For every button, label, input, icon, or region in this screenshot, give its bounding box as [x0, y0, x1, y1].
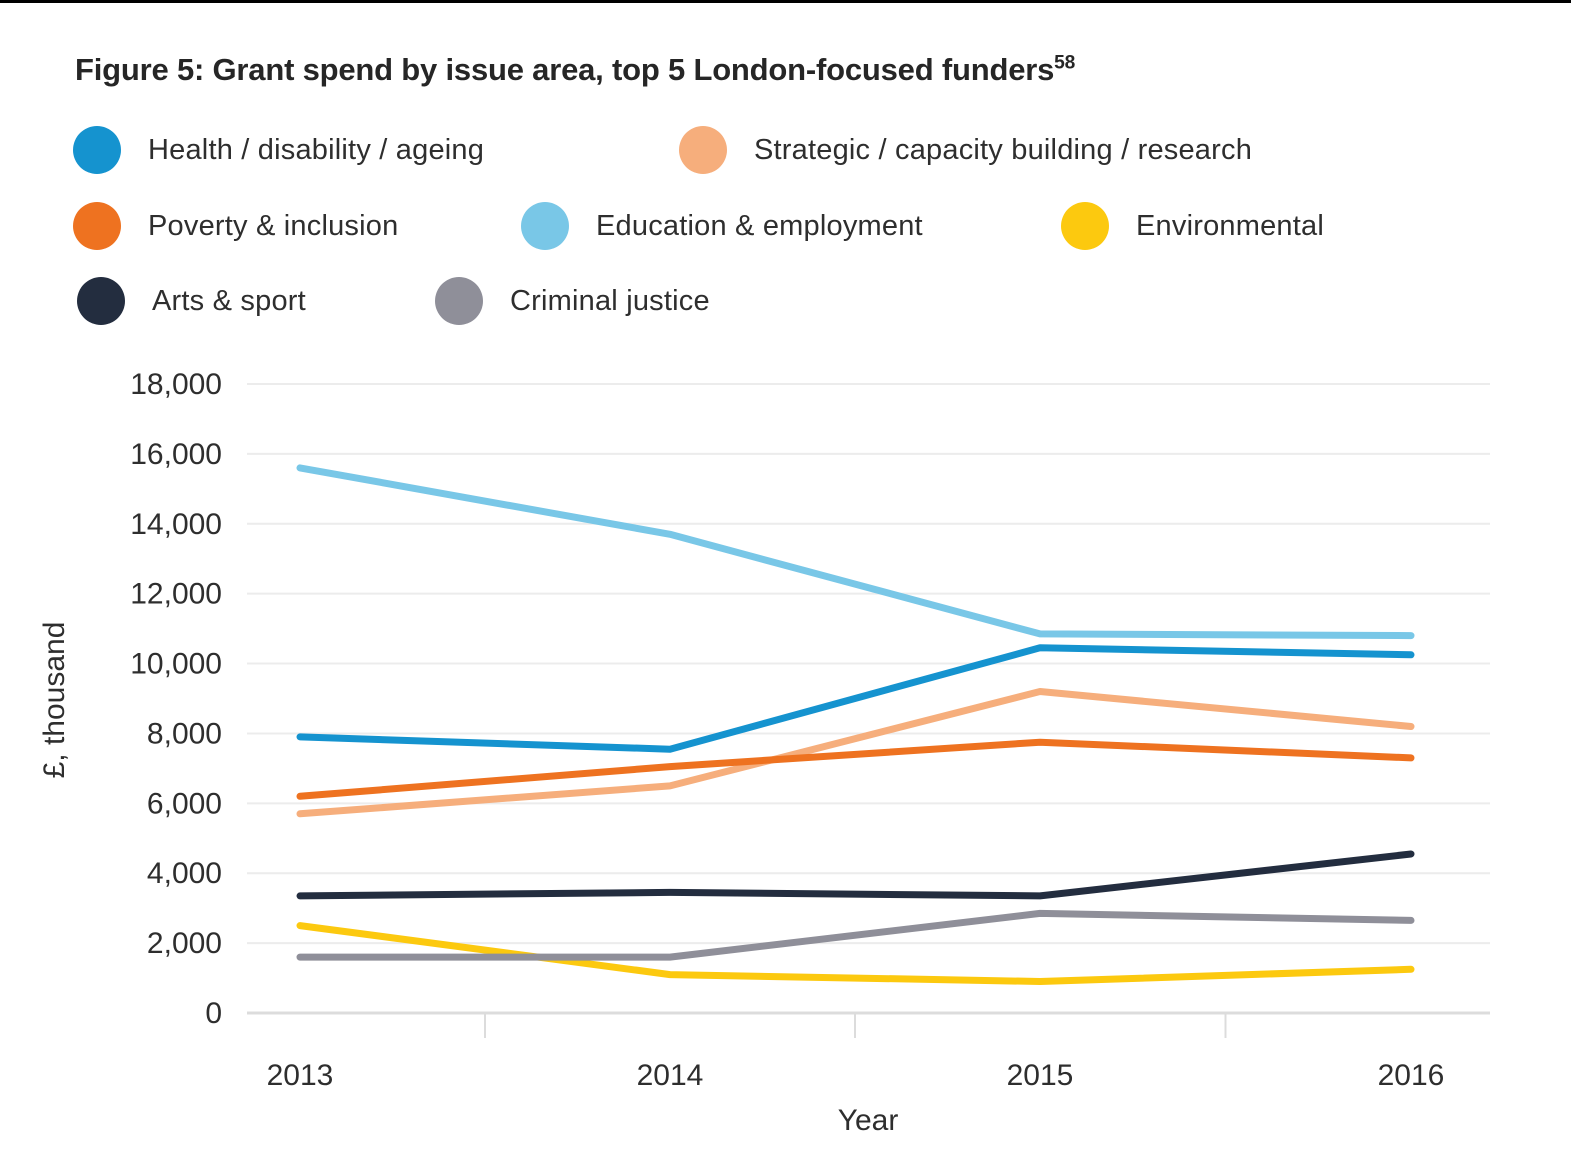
y-tick-label-18000: 18,000	[130, 368, 222, 401]
legend-dot-education-employment	[521, 202, 569, 250]
x-axis-title: Year	[838, 1104, 899, 1137]
x-tick-label-2014: 2014	[637, 1059, 704, 1092]
legend-label-education-employment: Education & employment	[596, 209, 923, 242]
legend-label-environmental: Environmental	[1136, 209, 1324, 242]
y-tick-label-8000: 8,000	[147, 717, 222, 750]
line-health-disability-ageing	[296, 644, 1415, 753]
y-tick-label-6000: 6,000	[147, 787, 222, 820]
y-tick-label-16000: 16,000	[130, 438, 222, 471]
line-education-employment	[296, 464, 1415, 640]
legend-item-education-employment: Education & employment	[521, 202, 923, 250]
legend-label-health-disability-ageing: Health / disability / ageing	[148, 133, 485, 166]
figure-title: Figure 5: Grant spend by issue area, top…	[75, 52, 1075, 88]
figure-title-footnote-ref: 58	[1054, 52, 1076, 74]
legend-dot-arts-sport	[77, 277, 125, 325]
y-tick-label-14000: 14,000	[130, 508, 222, 541]
y-tick-label-10000: 10,000	[130, 648, 222, 681]
line-arts-sport	[296, 850, 1415, 900]
x-tick-label-2013: 2013	[267, 1059, 334, 1092]
legend-item-poverty-inclusion: Poverty & inclusion	[73, 202, 398, 250]
y-tick-label-0: 0	[205, 997, 222, 1030]
x-tick-label-2016: 2016	[1378, 1059, 1445, 1092]
legend-dot-criminal-justice	[435, 277, 483, 325]
legend-dot-environmental	[1061, 202, 1109, 250]
y-tick-label-12000: 12,000	[130, 578, 222, 611]
line-poverty-inclusion	[296, 738, 1415, 800]
page-top-border	[0, 0, 1571, 3]
legend-item-strategic-capacity-building-research: Strategic / capacity building / research	[679, 126, 1252, 174]
legend-label-poverty-inclusion: Poverty & inclusion	[148, 209, 399, 242]
legend-label-strategic-capacity-building-research: Strategic / capacity building / research	[754, 133, 1253, 166]
legend-label-criminal-justice: Criminal justice	[510, 284, 710, 317]
line-strategic-capacity-building-research	[296, 688, 1415, 818]
legend-dot-poverty-inclusion	[73, 202, 121, 250]
y-tick-label-2000: 2,000	[147, 927, 222, 960]
legend-item-arts-sport: Arts & sport	[77, 277, 306, 325]
figure-title-text: Figure 5: Grant spend by issue area, top…	[75, 52, 1055, 87]
legend-item-health-disability-ageing: Health / disability / ageing	[73, 126, 484, 174]
line-environmental	[296, 922, 1415, 985]
y-tick-label-4000: 4,000	[147, 857, 222, 890]
x-tick-label-2015: 2015	[1007, 1059, 1074, 1092]
legend-item-environmental: Environmental	[1061, 202, 1324, 250]
legend-item-criminal-justice: Criminal justice	[435, 277, 710, 325]
legend-dot-strategic-capacity-building-research	[679, 126, 727, 174]
legend-dot-health-disability-ageing	[73, 126, 121, 174]
legend-label-arts-sport: Arts & sport	[152, 284, 306, 317]
y-axis-title: £, thousand	[38, 622, 71, 779]
line-criminal-justice	[296, 909, 1415, 961]
